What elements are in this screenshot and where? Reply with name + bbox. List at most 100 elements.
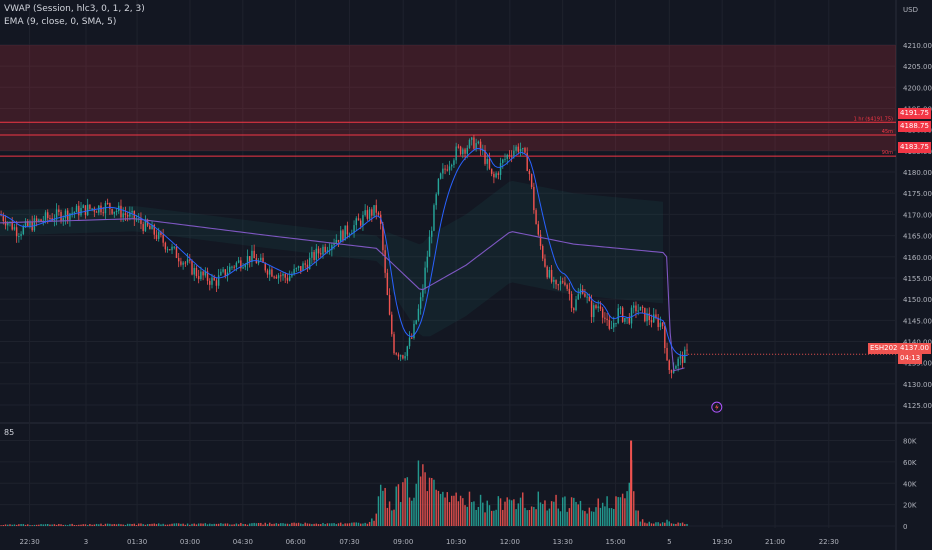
volume-legend[interactable]: 85 bbox=[4, 428, 15, 437]
price-tick-label: 4175.00 bbox=[903, 190, 932, 198]
volume-bar bbox=[502, 509, 504, 526]
volume-bar bbox=[348, 523, 351, 526]
vwap-legend[interactable]: VWAP (Session, hlc3, 0, 1, 2, 3) bbox=[4, 4, 145, 14]
candle-body bbox=[135, 219, 138, 221]
volume-bar bbox=[58, 523, 60, 526]
candle-body bbox=[619, 307, 622, 309]
candle-body bbox=[262, 257, 264, 263]
level-price-badge-2: 4188.75 bbox=[898, 121, 931, 132]
time-axis[interactable]: 22:30 3 01:30 03:00 04:30 06:00 07:30 09:00 10:3… bbox=[19, 538, 838, 546]
volume-bar bbox=[195, 524, 198, 526]
vwap-band bbox=[0, 180, 664, 337]
candle-body bbox=[466, 147, 468, 154]
candle-body bbox=[142, 224, 144, 231]
candle-body bbox=[226, 272, 229, 276]
volume-bar bbox=[570, 497, 573, 526]
volume-bar bbox=[89, 523, 91, 526]
volume-bar bbox=[524, 507, 526, 526]
candle-body bbox=[553, 280, 555, 282]
volume-bar bbox=[406, 477, 409, 526]
ema-legend[interactable]: EMA (9, close, 0, SMA, 5) bbox=[4, 17, 117, 27]
candle-body bbox=[530, 174, 533, 187]
candle-body bbox=[335, 239, 338, 244]
price-tick-label: 4125.00 bbox=[903, 402, 932, 410]
volume-bar bbox=[98, 524, 100, 526]
volume-bar bbox=[277, 523, 280, 526]
volume-axis[interactable]: 0 20K 40K 60K 80K bbox=[903, 438, 917, 531]
candle-body bbox=[573, 308, 575, 311]
volume-bar bbox=[484, 512, 486, 526]
volume-bar bbox=[482, 502, 484, 526]
candle-body bbox=[13, 227, 16, 230]
candle-body bbox=[62, 218, 64, 222]
price-tick-label: 4210.00 bbox=[903, 42, 932, 50]
candle-body bbox=[606, 318, 608, 320]
volume-bar bbox=[428, 477, 431, 526]
candle-body bbox=[639, 306, 642, 311]
volume-bar bbox=[437, 490, 440, 526]
candle-body bbox=[526, 152, 528, 171]
candle-body bbox=[439, 173, 442, 179]
volume-bar bbox=[275, 523, 278, 526]
candle-body bbox=[484, 150, 486, 164]
candle-body bbox=[35, 218, 38, 222]
volume-bar bbox=[371, 518, 373, 526]
volume-bar bbox=[169, 524, 171, 526]
candle-body bbox=[375, 205, 377, 213]
candle-body bbox=[388, 294, 391, 315]
volume-bar bbox=[672, 523, 675, 526]
candle-body bbox=[584, 293, 586, 297]
volume-bar bbox=[322, 522, 324, 526]
volume-bar bbox=[597, 498, 599, 526]
volume-bar bbox=[180, 523, 182, 526]
candle-body bbox=[377, 212, 380, 215]
volume-bar bbox=[468, 491, 471, 526]
volume-bar bbox=[177, 523, 180, 526]
candle-body bbox=[404, 356, 406, 359]
volume-bar bbox=[657, 522, 659, 526]
candle-body bbox=[231, 266, 233, 268]
candle-body bbox=[419, 297, 422, 309]
candle-body bbox=[431, 230, 433, 237]
time-tick-label: 10:30 bbox=[446, 538, 466, 546]
volume-bar bbox=[648, 521, 651, 526]
volume-bar bbox=[550, 501, 553, 526]
candle-body bbox=[342, 230, 344, 241]
candle-body bbox=[506, 154, 508, 159]
candle-body bbox=[38, 219, 40, 222]
volume-bar bbox=[366, 523, 369, 526]
volume-bar bbox=[271, 523, 273, 526]
candle-body bbox=[664, 326, 666, 349]
volume-bar bbox=[415, 483, 417, 526]
candle-body bbox=[519, 149, 522, 152]
volume-bar bbox=[53, 524, 56, 526]
volume-bar bbox=[191, 523, 193, 526]
candle-body bbox=[311, 252, 313, 258]
candle-body bbox=[624, 317, 626, 322]
volume-bar bbox=[260, 522, 262, 526]
candle-body bbox=[608, 319, 611, 329]
candle-body bbox=[635, 305, 637, 312]
candle-body bbox=[215, 280, 218, 286]
volume-bar bbox=[639, 521, 642, 526]
volume-bar bbox=[666, 519, 668, 526]
volume-bar bbox=[51, 524, 53, 526]
volume-bar bbox=[362, 523, 364, 526]
candle-body bbox=[193, 267, 195, 275]
candle-body bbox=[184, 262, 187, 264]
volume-bar bbox=[608, 508, 611, 526]
candle-body bbox=[613, 322, 615, 328]
candle-body bbox=[437, 178, 440, 195]
candle-body bbox=[446, 169, 449, 171]
volume-bar bbox=[444, 497, 446, 526]
candle-body bbox=[189, 259, 191, 261]
volume-bar bbox=[29, 524, 31, 526]
volume-bar bbox=[55, 524, 58, 526]
flash-icon[interactable] bbox=[711, 401, 723, 413]
volume-bar bbox=[189, 524, 191, 526]
volume-bar bbox=[391, 510, 393, 526]
volume-bar bbox=[477, 506, 480, 526]
candle-body bbox=[510, 155, 513, 157]
volume-bar bbox=[686, 523, 688, 526]
